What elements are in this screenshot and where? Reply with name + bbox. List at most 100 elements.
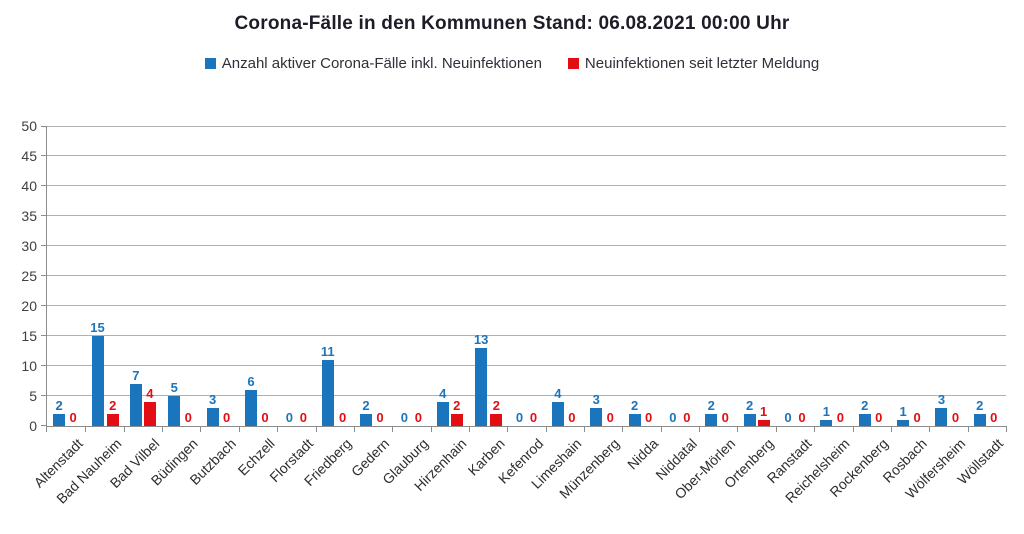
value-label-new-infections: 4	[146, 386, 154, 401]
category-column: 2 0 Altenstadt	[30, 126, 87, 491]
value-label-active-cases: 0	[515, 410, 524, 425]
y-axis-tick	[41, 335, 47, 336]
x-axis-tick	[775, 426, 777, 432]
value-label-new-infections: 0	[529, 410, 538, 425]
bar-active-cases	[206, 408, 219, 426]
value-label-new-infections: 0	[222, 410, 231, 425]
legend-swatch-blue-icon	[204, 58, 216, 69]
value-label-active-cases: 2	[976, 398, 984, 413]
value-label-active-cases: 1	[899, 404, 907, 419]
bar-group-active-cases: 2	[743, 399, 756, 426]
bar-active-cases	[590, 408, 603, 426]
gridline	[47, 275, 1006, 276]
bar-group-active-cases: 1	[897, 404, 910, 426]
y-axis-tick	[41, 305, 47, 306]
category-column: 2 0 Rockenberg	[827, 126, 892, 500]
value-label-active-cases: 2	[630, 398, 639, 413]
bar-group-new-infections: 0	[681, 411, 693, 426]
category-column: 0 0 Florstadt	[266, 126, 317, 485]
bar-group-new-infections: 0	[221, 411, 233, 426]
x-axis-tick	[699, 426, 701, 432]
category-column: 7 4 Bad Vilbel	[107, 126, 164, 491]
value-label-active-cases: 2	[861, 398, 869, 413]
bar-group-new-infections: 2	[450, 398, 463, 426]
bar-active-cases	[935, 408, 948, 426]
category-column: 6 0 Echzell	[234, 126, 279, 479]
value-label-active-cases: 2	[707, 398, 715, 413]
bar-group-new-infections: 0	[337, 411, 349, 426]
value-label-active-cases: 0	[400, 410, 409, 425]
y-axis-tick	[41, 365, 47, 366]
bar-group-active-cases: 2	[705, 398, 718, 426]
category-column: 5 0 Büdingen	[148, 126, 202, 488]
gridline	[47, 245, 1006, 246]
gridline	[47, 305, 1006, 306]
value-label-new-infections: 0	[338, 410, 347, 425]
value-label-active-cases: 0	[669, 410, 677, 425]
x-axis-tick	[1005, 426, 1007, 432]
category-column: 11 0 Friedberg	[301, 126, 355, 489]
bar-group-active-cases: 5	[168, 381, 181, 426]
bar-group-new-infections: 0	[259, 411, 271, 426]
bar-active-cases	[53, 414, 66, 426]
y-axis-tick	[41, 395, 47, 396]
bar-active-cases	[973, 414, 986, 426]
value-label-active-cases: 3	[208, 392, 217, 407]
value-label-new-infections: 0	[721, 410, 729, 425]
value-label-new-infections: 0	[69, 410, 77, 425]
x-axis-tick	[162, 426, 164, 432]
bar-group-active-cases: 6	[244, 375, 257, 426]
value-label-new-infections: 2	[453, 398, 461, 413]
value-label-new-infections: 0	[951, 410, 960, 425]
bar-new-infections	[106, 414, 119, 426]
y-axis-label: 50	[21, 118, 37, 134]
y-axis-label: 45	[21, 148, 37, 164]
legend-swatch-red-icon	[567, 58, 579, 69]
chart-title: Corona-Fälle in den Kommunen Stand: 06.0…	[234, 13, 790, 34]
value-label-new-infections: 0	[299, 410, 307, 425]
y-axis-tick	[41, 185, 47, 186]
bar-group-new-infections: 0	[796, 411, 808, 426]
bar-group-active-cases: 2	[858, 398, 871, 426]
value-label-new-infections: 0	[836, 410, 844, 425]
value-label-active-cases: 0	[784, 410, 792, 425]
category-column: 3 0 Butzbach	[187, 126, 240, 488]
x-axis-tick	[353, 426, 355, 432]
bar-group-new-infections: 4	[143, 386, 156, 426]
value-label-new-infections: 0	[376, 410, 384, 425]
x-axis-tick	[315, 426, 317, 432]
bar-group-active-cases: 11	[321, 345, 335, 426]
bar-group-active-cases: 2	[628, 398, 641, 426]
x-axis-tick	[430, 426, 432, 432]
y-axis-label: 25	[21, 268, 37, 284]
y-axis-label: 40	[21, 178, 37, 194]
bar-group-new-infections: 2	[106, 399, 119, 426]
bar-group-active-cases: 7	[129, 369, 142, 426]
bar-new-infections	[143, 402, 156, 426]
bar-active-cases	[858, 414, 871, 426]
y-axis-label: 15	[21, 328, 37, 344]
category-column: 3 0 Münzenberg	[556, 126, 624, 502]
gridline	[47, 215, 1006, 216]
x-axis-tick	[238, 426, 240, 432]
x-axis-tick	[277, 426, 279, 432]
bar-active-cases	[705, 414, 718, 426]
bar-group-active-cases: 3	[206, 392, 219, 426]
x-axis-tick	[929, 426, 931, 432]
bar-group-active-cases: 0	[667, 411, 679, 426]
x-axis-tick	[814, 426, 816, 432]
bar-group-new-infections: 0	[873, 411, 885, 426]
bar-group-new-infections: 1	[757, 405, 770, 426]
category-column: 0 0 Kefenrod	[495, 126, 547, 487]
bar-group-active-cases: 3	[590, 393, 603, 426]
bar-group-new-infections: 0	[67, 411, 79, 426]
y-axis-tick	[41, 155, 47, 156]
